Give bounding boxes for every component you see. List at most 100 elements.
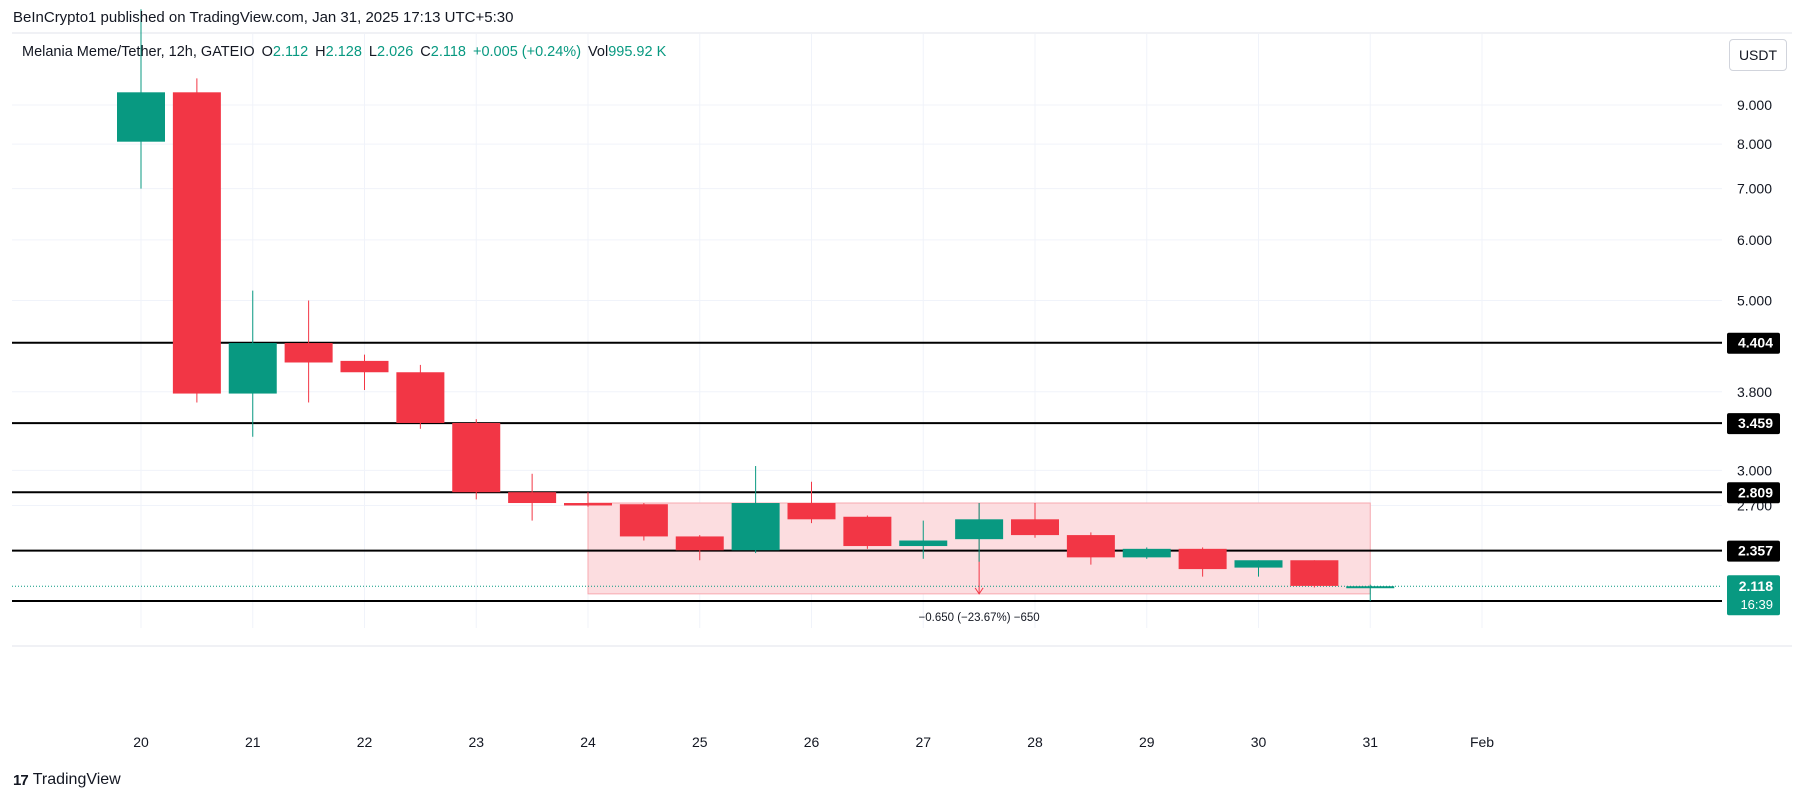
tradingview-logo-icon: 17 xyxy=(13,771,29,789)
close-value: 2.118 xyxy=(430,44,466,60)
candle xyxy=(899,520,948,559)
y-tick-label: 3.800 xyxy=(1737,384,1772,400)
candle-body xyxy=(787,503,836,520)
candle-body xyxy=(1290,560,1339,586)
level-badge-label: 2.357 xyxy=(1738,543,1773,559)
candle xyxy=(340,354,389,391)
x-tick-label: 25 xyxy=(692,734,708,750)
level-badge: 2.809 xyxy=(1727,482,1780,504)
candle xyxy=(1122,547,1171,559)
x-axis: 20 21 22 23 24 25 26 27 28 29 30 31 Feb xyxy=(133,734,1494,750)
y-tick-label: 3.000 xyxy=(1737,462,1772,478)
candle xyxy=(619,503,668,541)
candle-body xyxy=(284,343,333,363)
last-price-badge-bg xyxy=(1727,575,1780,616)
tradingview-brand[interactable]: 17 TradingView xyxy=(13,771,121,789)
candle xyxy=(1066,532,1115,565)
x-tick-label: 27 xyxy=(915,734,931,750)
candle-body xyxy=(619,504,668,537)
candle xyxy=(675,535,724,561)
candle-body xyxy=(843,516,892,547)
currency-button[interactable]: USDT xyxy=(1729,39,1787,71)
x-tick-label: 22 xyxy=(357,734,373,750)
candle-body xyxy=(508,492,557,504)
level-badge: 2.357 xyxy=(1727,540,1780,562)
measure-label: −0.650 (−23.67%) −650 xyxy=(919,612,1040,624)
candle xyxy=(1178,547,1227,577)
candle-body xyxy=(117,92,165,142)
level-badge: 3.459 xyxy=(1727,413,1780,435)
y-tick-label: 8.000 xyxy=(1737,136,1772,152)
candle-body xyxy=(1066,535,1115,558)
change-value: +0.005 (+0.24%) xyxy=(473,44,582,60)
candle-body xyxy=(172,92,221,394)
candle xyxy=(955,503,1004,562)
candle xyxy=(508,473,557,521)
level-badge-label: 2.809 xyxy=(1738,484,1773,500)
candle xyxy=(396,364,445,429)
candle xyxy=(117,9,165,189)
candle xyxy=(1290,560,1339,588)
candle xyxy=(228,290,277,437)
level-badge-bg xyxy=(1727,482,1780,504)
x-tick-label: 29 xyxy=(1139,734,1155,750)
countdown-label: 16:39 xyxy=(1740,597,1773,612)
candle-body xyxy=(899,540,948,547)
x-tick-label: 31 xyxy=(1362,734,1378,750)
candle xyxy=(731,466,780,554)
high-value: 2.128 xyxy=(325,44,362,60)
candle-body xyxy=(564,503,612,506)
y-tick-label: 9.000 xyxy=(1737,97,1772,113)
candle-body xyxy=(340,360,389,373)
level-badge-label: 4.404 xyxy=(1738,335,1773,351)
open-value: 2.112 xyxy=(272,44,309,60)
publisher-note: BeInCrypto1 published on TradingView.com… xyxy=(13,9,514,26)
x-tick-label: 28 xyxy=(1027,734,1043,750)
candle xyxy=(787,481,836,524)
y-tick-label: 6.000 xyxy=(1737,232,1772,248)
low-value: 2.026 xyxy=(377,44,414,60)
candle xyxy=(452,419,501,500)
x-tick-label: 26 xyxy=(804,734,820,750)
ohlc-legend: Melania Meme/Tether, 12h, GATEIO O2.112 H2… xyxy=(22,44,666,60)
y-tick-label: 7.000 xyxy=(1737,181,1772,197)
level-badge-bg xyxy=(1727,540,1780,562)
candle-body xyxy=(1178,548,1227,570)
x-tick-label: Feb xyxy=(1470,734,1494,750)
volume-value: 995.92 K xyxy=(608,44,667,60)
volume-label: Vol xyxy=(588,44,609,60)
candle-body xyxy=(1234,560,1283,568)
candle xyxy=(843,515,892,549)
candles xyxy=(117,9,1395,601)
candle xyxy=(172,78,221,403)
y-tick-label: 5.000 xyxy=(1737,293,1772,309)
level-badge: 4.404 xyxy=(1727,332,1780,354)
measure-arrow-head xyxy=(974,587,984,595)
candle-body xyxy=(228,343,277,394)
candle-body xyxy=(396,372,445,423)
x-tick-label: 30 xyxy=(1251,734,1267,750)
level-lines xyxy=(12,341,1722,602)
last-price-label: 2.118 xyxy=(1739,578,1773,594)
x-tick-label: 20 xyxy=(133,734,149,750)
candle-body xyxy=(1122,548,1171,558)
level-badge-bg xyxy=(1727,332,1780,354)
candle xyxy=(564,492,612,507)
candle xyxy=(1011,503,1059,538)
level-badge-label: 3.459 xyxy=(1738,415,1773,431)
high-label: H xyxy=(315,44,326,60)
open-label: O xyxy=(261,44,273,60)
close-label: C xyxy=(420,44,431,60)
candle-body xyxy=(731,503,780,551)
candle xyxy=(1346,584,1395,601)
x-tick-label: 21 xyxy=(245,734,261,750)
candle-body xyxy=(675,536,724,551)
low-label: L xyxy=(368,44,377,60)
symbol-label[interactable]: Melania Meme/Tether, 12h, GATEIO xyxy=(22,44,255,60)
candle-body xyxy=(1346,586,1395,589)
tradingview-wordmark: TradingView xyxy=(32,771,121,788)
candle-body xyxy=(1011,519,1059,536)
